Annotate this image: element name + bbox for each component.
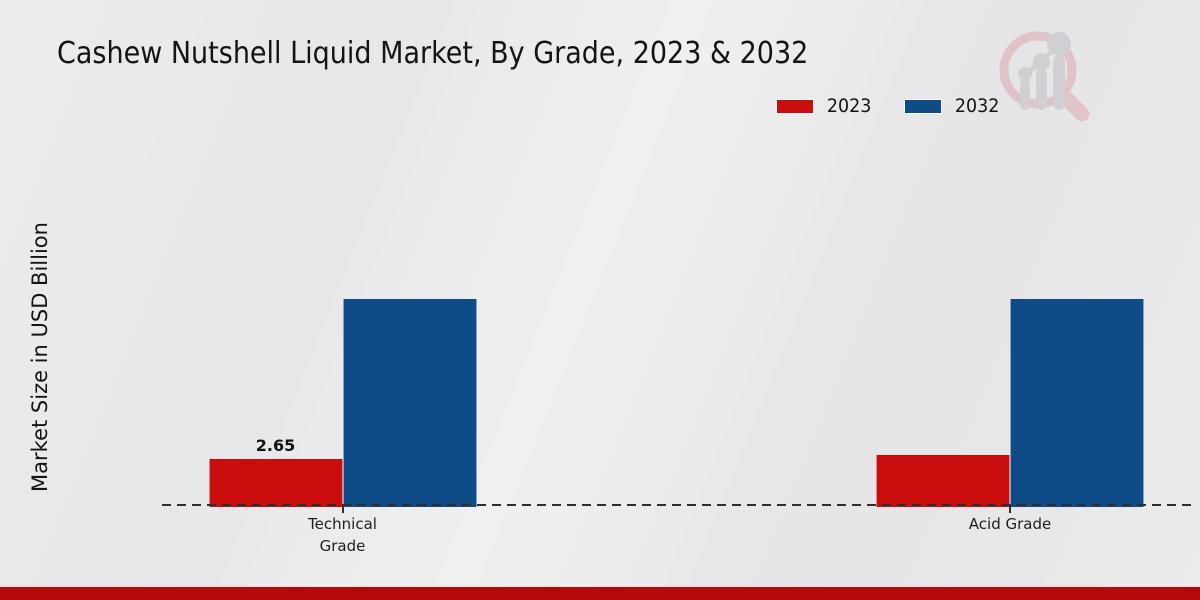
x-axis-tick [341,506,344,513]
bar-value-label: 2.65 [255,436,296,455]
bar-2023-technical-grade [208,459,343,507]
x-axis-category-label: Technical Grade [308,515,377,555]
legend-item-2032: 2032 [905,95,1001,117]
footer-accent-bar [0,587,1200,600]
legend: 2023 2032 [777,95,1002,117]
x-axis-category-label: Acid Grade [968,515,1052,533]
x-axis-tick [1009,506,1011,513]
legend-swatch-2032 [905,99,942,113]
legend-item-2023: 2023 [777,95,873,117]
legend-swatch-2023 [777,99,813,113]
legend-label-2023: 2023 [826,95,872,117]
legend-label-2032: 2032 [955,95,1000,117]
bar-2032-acid-grade [1010,299,1144,507]
magnifier-bar-chart-logo-icon [999,31,1090,122]
chart-title: Cashew Nutshell Liquid Market, By Grade,… [57,36,809,71]
bar-2032-technical-grade [342,299,477,507]
bar-2023-acid-grade [876,455,1010,507]
x-axis-baseline [162,504,1192,506]
